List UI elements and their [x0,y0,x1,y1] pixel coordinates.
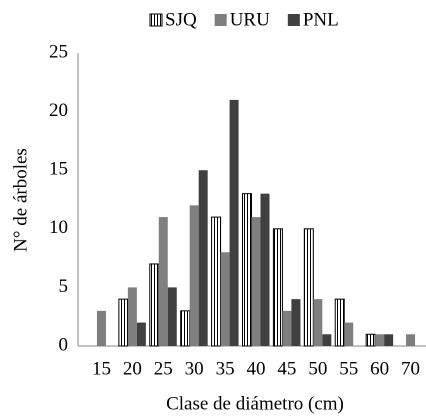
bar [189,205,199,346]
bar [118,298,129,347]
bar [127,287,137,346]
y-tick-label: 0 [59,334,69,355]
bar [229,99,239,346]
x-tick-label: 40 [247,358,266,379]
bar [334,298,345,347]
bar [180,310,191,347]
y-tick-label: 15 [49,159,68,180]
bar [303,228,314,347]
bar [167,287,177,346]
bar [344,322,354,346]
x-tick-label: 30 [185,358,204,379]
bar [136,322,146,346]
y-tick-label: 20 [49,100,68,121]
legend-label: SJQ [165,9,197,30]
legend-marker [287,14,300,26]
bar [260,193,270,346]
bar [375,334,385,346]
bar [251,217,261,346]
bar [158,217,168,346]
x-tick-label: 35 [216,358,235,379]
x-tick-label: 60 [370,358,389,379]
bar [313,299,323,346]
bar [198,170,208,346]
y-tick-label: 25 [49,41,68,62]
y-tick-label: 10 [49,217,68,238]
bar [149,263,160,347]
legend-marker [214,14,227,26]
bar [220,252,230,346]
x-tick-label: 45 [277,358,296,379]
x-tick-label: 20 [123,358,142,379]
x-tick-label: 15 [92,358,111,379]
y-tick-label: 5 [59,276,69,297]
bar [291,299,301,346]
x-tick-label: 50 [308,358,327,379]
bar [272,228,283,347]
legend-label: URU [230,9,270,30]
legend-marker [149,13,163,27]
y-axis-label: N° de árboles [10,148,31,252]
legend-label: PNL [303,9,339,30]
bar [282,310,292,346]
bar [406,334,416,346]
bar [365,333,376,347]
bar [96,310,106,346]
bar [242,193,252,347]
x-tick-label: 55 [339,358,358,379]
x-axis-label: Clase de diámetro (cm) [166,393,344,414]
x-tick-label: 70 [401,358,420,379]
bar [211,216,222,347]
x-tick-label: 25 [154,358,173,379]
bar [384,334,394,346]
bar [322,334,332,346]
